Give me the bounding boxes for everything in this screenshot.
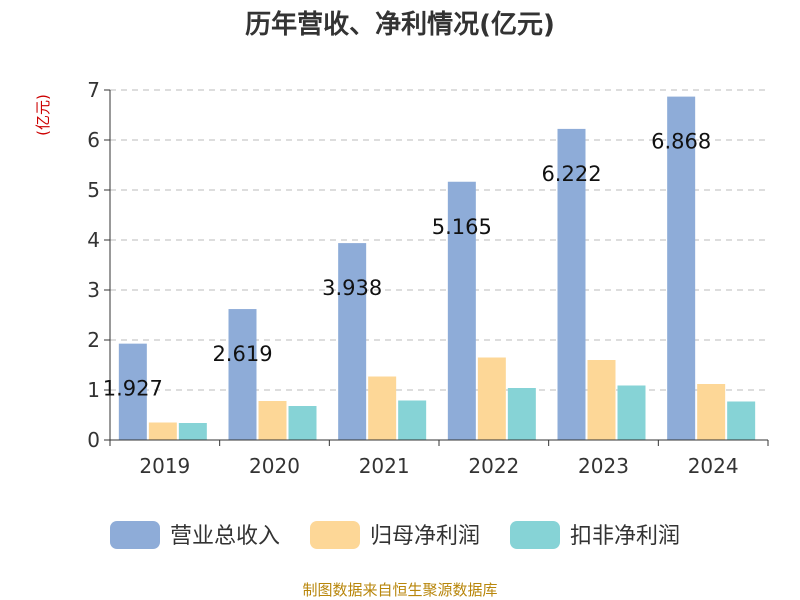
axes: 0 1 2 3 4 5 6 7 2019 2020 2021 2022 2023 2024: [87, 78, 769, 478]
bar-1: [118, 343, 147, 440]
y-tick-label: 7: [87, 78, 100, 102]
bar-1: [557, 128, 586, 440]
bar-2: [477, 357, 506, 440]
data-label: 2.619: [212, 342, 272, 366]
x-tick-label: 2024: [688, 454, 739, 478]
x-tick-label: 2021: [359, 454, 410, 478]
y-tick-label: 0: [87, 428, 100, 452]
legend-swatch: [110, 521, 160, 549]
y-tick-label: 4: [87, 228, 100, 252]
bar-3: [727, 401, 756, 440]
bar-2: [697, 384, 726, 440]
bar-3: [398, 400, 427, 440]
data-label: 1.927: [103, 377, 163, 401]
source-note: 制图数据来自恒生聚源数据库: [302, 581, 497, 599]
x-tick-label: 2020: [249, 454, 300, 478]
legend-label: 归母净利润: [370, 524, 480, 549]
y-tick-label: 3: [87, 278, 100, 302]
data-labels: 1.927 2.619 3.938 5.165 6.222 6.868: [103, 130, 711, 401]
x-tick-label: 2023: [578, 454, 629, 478]
bar-1: [228, 309, 257, 440]
bar-2: [148, 422, 177, 440]
bar-2: [587, 360, 616, 440]
data-label: 3.938: [322, 276, 382, 300]
legend-swatch: [310, 521, 360, 549]
chart-title: 历年营收、净利情况(亿元): [245, 9, 555, 40]
x-tick-label: 2019: [139, 454, 190, 478]
bar-2: [368, 376, 397, 440]
bar-3: [507, 388, 536, 440]
bar-3: [617, 385, 646, 440]
y-tick-label: 1: [87, 378, 100, 402]
x-tick-label: 2022: [468, 454, 519, 478]
bar-3: [288, 406, 317, 440]
bar-3: [178, 423, 207, 440]
bar-1: [447, 181, 476, 440]
y-tick-label: 6: [87, 128, 100, 152]
data-label: 5.165: [432, 215, 492, 239]
bars: [118, 96, 756, 440]
data-label: 6.868: [651, 130, 711, 154]
bar-1: [338, 243, 367, 440]
y-tick-label: 2: [87, 328, 100, 352]
legend-swatch: [510, 521, 560, 549]
legend: 营业总收入 归母净利润 扣非净利润: [110, 521, 680, 549]
y-axis-unit: (亿元): [34, 94, 52, 136]
legend-label: 营业总收入: [170, 524, 280, 549]
legend-label: 扣非净利润: [570, 524, 680, 549]
data-label: 6.222: [541, 162, 601, 186]
bar-1: [667, 96, 696, 440]
bar-2: [258, 401, 287, 440]
y-tick-label: 5: [87, 178, 100, 202]
